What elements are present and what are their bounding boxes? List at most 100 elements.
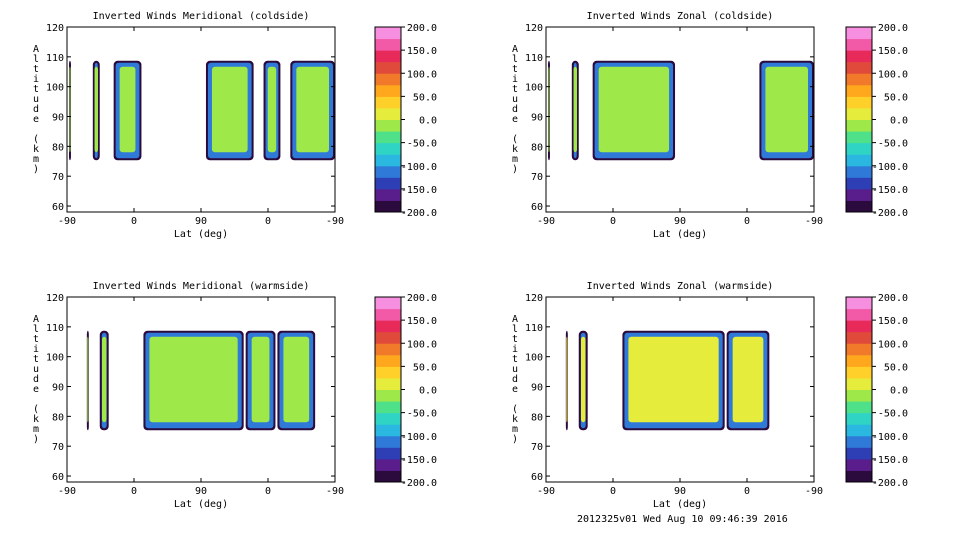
colorbar-swatch [375,131,401,144]
contour-region-core [573,66,578,153]
colorbar-tick-label: 100.0 [407,339,437,350]
y-tick-label: 80 [531,142,543,153]
x-tick-label: 0 [265,216,271,227]
colorbar-swatch [375,165,401,178]
contour-region-core [566,336,568,423]
x-tick-label: 0 [744,486,750,497]
colorbar-swatch [846,458,872,471]
colorbar-tick-label: 50.0 [413,362,437,373]
contour-region-core [598,66,670,153]
y-tick-label: 60 [52,472,64,483]
colorbar-tick-label: -50.0 [878,139,908,150]
colorbar-swatch [375,177,401,190]
colorbar-tick-label: 100.0 [878,339,908,350]
colorbar-swatch [375,38,401,51]
colorbar-tick-label: 0.0 [419,386,437,397]
colorbar-tick-label: 200.0 [407,23,437,34]
colorbar-swatch [375,119,401,132]
y-tick-label: 60 [52,202,64,213]
colorbar-swatch [375,27,401,40]
colorbar-tick-label: 50.0 [413,92,437,103]
colorbar-swatch [375,73,401,86]
colorbar-tick-label: -200.0 [872,478,908,489]
colorbar-swatch [375,154,401,167]
y-tick-label: 90 [531,113,543,124]
colorbar-swatch [846,320,872,333]
chart-title: Inverted Winds Meridional (coldside) [93,11,310,22]
contour-region-core [211,66,248,153]
colorbar-swatch [846,412,872,425]
x-tick-label: -90 [326,216,344,227]
y-tick-label: 70 [52,172,64,183]
colorbar-tick-label: -200.0 [872,208,908,219]
colorbar-swatch [375,366,401,379]
colorbar-swatch [375,142,401,155]
contour-region-core [119,66,136,153]
contour-region-core [732,336,764,423]
y-tick-label: 80 [531,412,543,423]
colorbar-swatch [846,377,872,390]
colorbar-tick-label: -150.0 [401,185,437,196]
colorbar-swatch [846,447,872,460]
contour-region-core [149,336,238,423]
y-tick-label: 60 [531,202,543,213]
x-tick-label: 90 [674,216,686,227]
y-tick-label: 90 [52,113,64,124]
colorbar-swatch [846,119,872,132]
x-tick-label: 90 [195,216,207,227]
colorbar-swatch [375,458,401,471]
colorbar-swatch [375,389,401,402]
x-tick-label: -90 [537,486,555,497]
y-tick-label: 100 [46,353,64,364]
colorbar-swatch [375,377,401,390]
colorbar-tick-label: -150.0 [401,455,437,466]
colorbar-tick-label: 0.0 [890,116,908,127]
y-tick-label: 110 [46,323,64,334]
colorbar-tick-label: -50.0 [878,409,908,420]
x-tick-label: 0 [131,486,137,497]
colorbar-tick-label: -100.0 [401,162,437,173]
y-tick-label: 120 [525,293,543,304]
y-tick-label: 100 [525,83,543,94]
colorbar-tick-label: 0.0 [890,386,908,397]
colorbar-swatch [846,61,872,74]
colorbar-swatch [375,61,401,74]
colorbar-tick-label: -200.0 [401,208,437,219]
colorbar-swatch [846,96,872,109]
footer-timestamp: 2012325v01 Wed Aug 10 09:46:39 2016 [577,514,788,525]
colorbar-tick-label: 150.0 [878,316,908,327]
colorbar-swatch [846,354,872,367]
chart-panel-2: Inverted Winds Zonal (coldside) -90 0 90 0 -9… [512,11,908,240]
colorbar-tick-label: -150.0 [872,185,908,196]
colorbar-swatch [846,308,872,321]
y-tick-label: 110 [46,53,64,64]
colorbar-tick-label: 0.0 [419,116,437,127]
colorbar-tick-label: 100.0 [878,69,908,80]
contour-region-core [251,336,270,423]
x-tick-label: 0 [131,216,137,227]
colorbar-swatch [375,343,401,356]
colorbar-swatch [375,96,401,109]
colorbar-swatch [846,424,872,437]
colorbar-swatch [846,154,872,167]
colorbar-swatch [375,424,401,437]
contour-region-core [628,336,719,423]
colorbar-swatch [375,50,401,63]
colorbar-swatch [846,165,872,178]
y-tick-label: 90 [531,383,543,394]
contour-region-core [765,66,808,153]
x-tick-label: 90 [674,486,686,497]
colorbar-swatch [375,84,401,97]
chart-panel-3: Inverted Winds Meridional (warmside) -90 0… [33,281,437,510]
y-tick-label: 60 [531,472,543,483]
contour-region-core [87,336,89,423]
colorbar-tick-label: -150.0 [872,455,908,466]
colorbar-tick-label: 200.0 [878,293,908,304]
contour-region-core [69,66,71,153]
colorbar-swatch [375,470,401,483]
colorbar-tick-label: 150.0 [407,46,437,57]
colorbar-swatch [375,401,401,414]
colorbar-swatch [846,131,872,144]
colorbar-swatch [375,354,401,367]
x-axis-label: Lat (deg) [174,229,228,240]
